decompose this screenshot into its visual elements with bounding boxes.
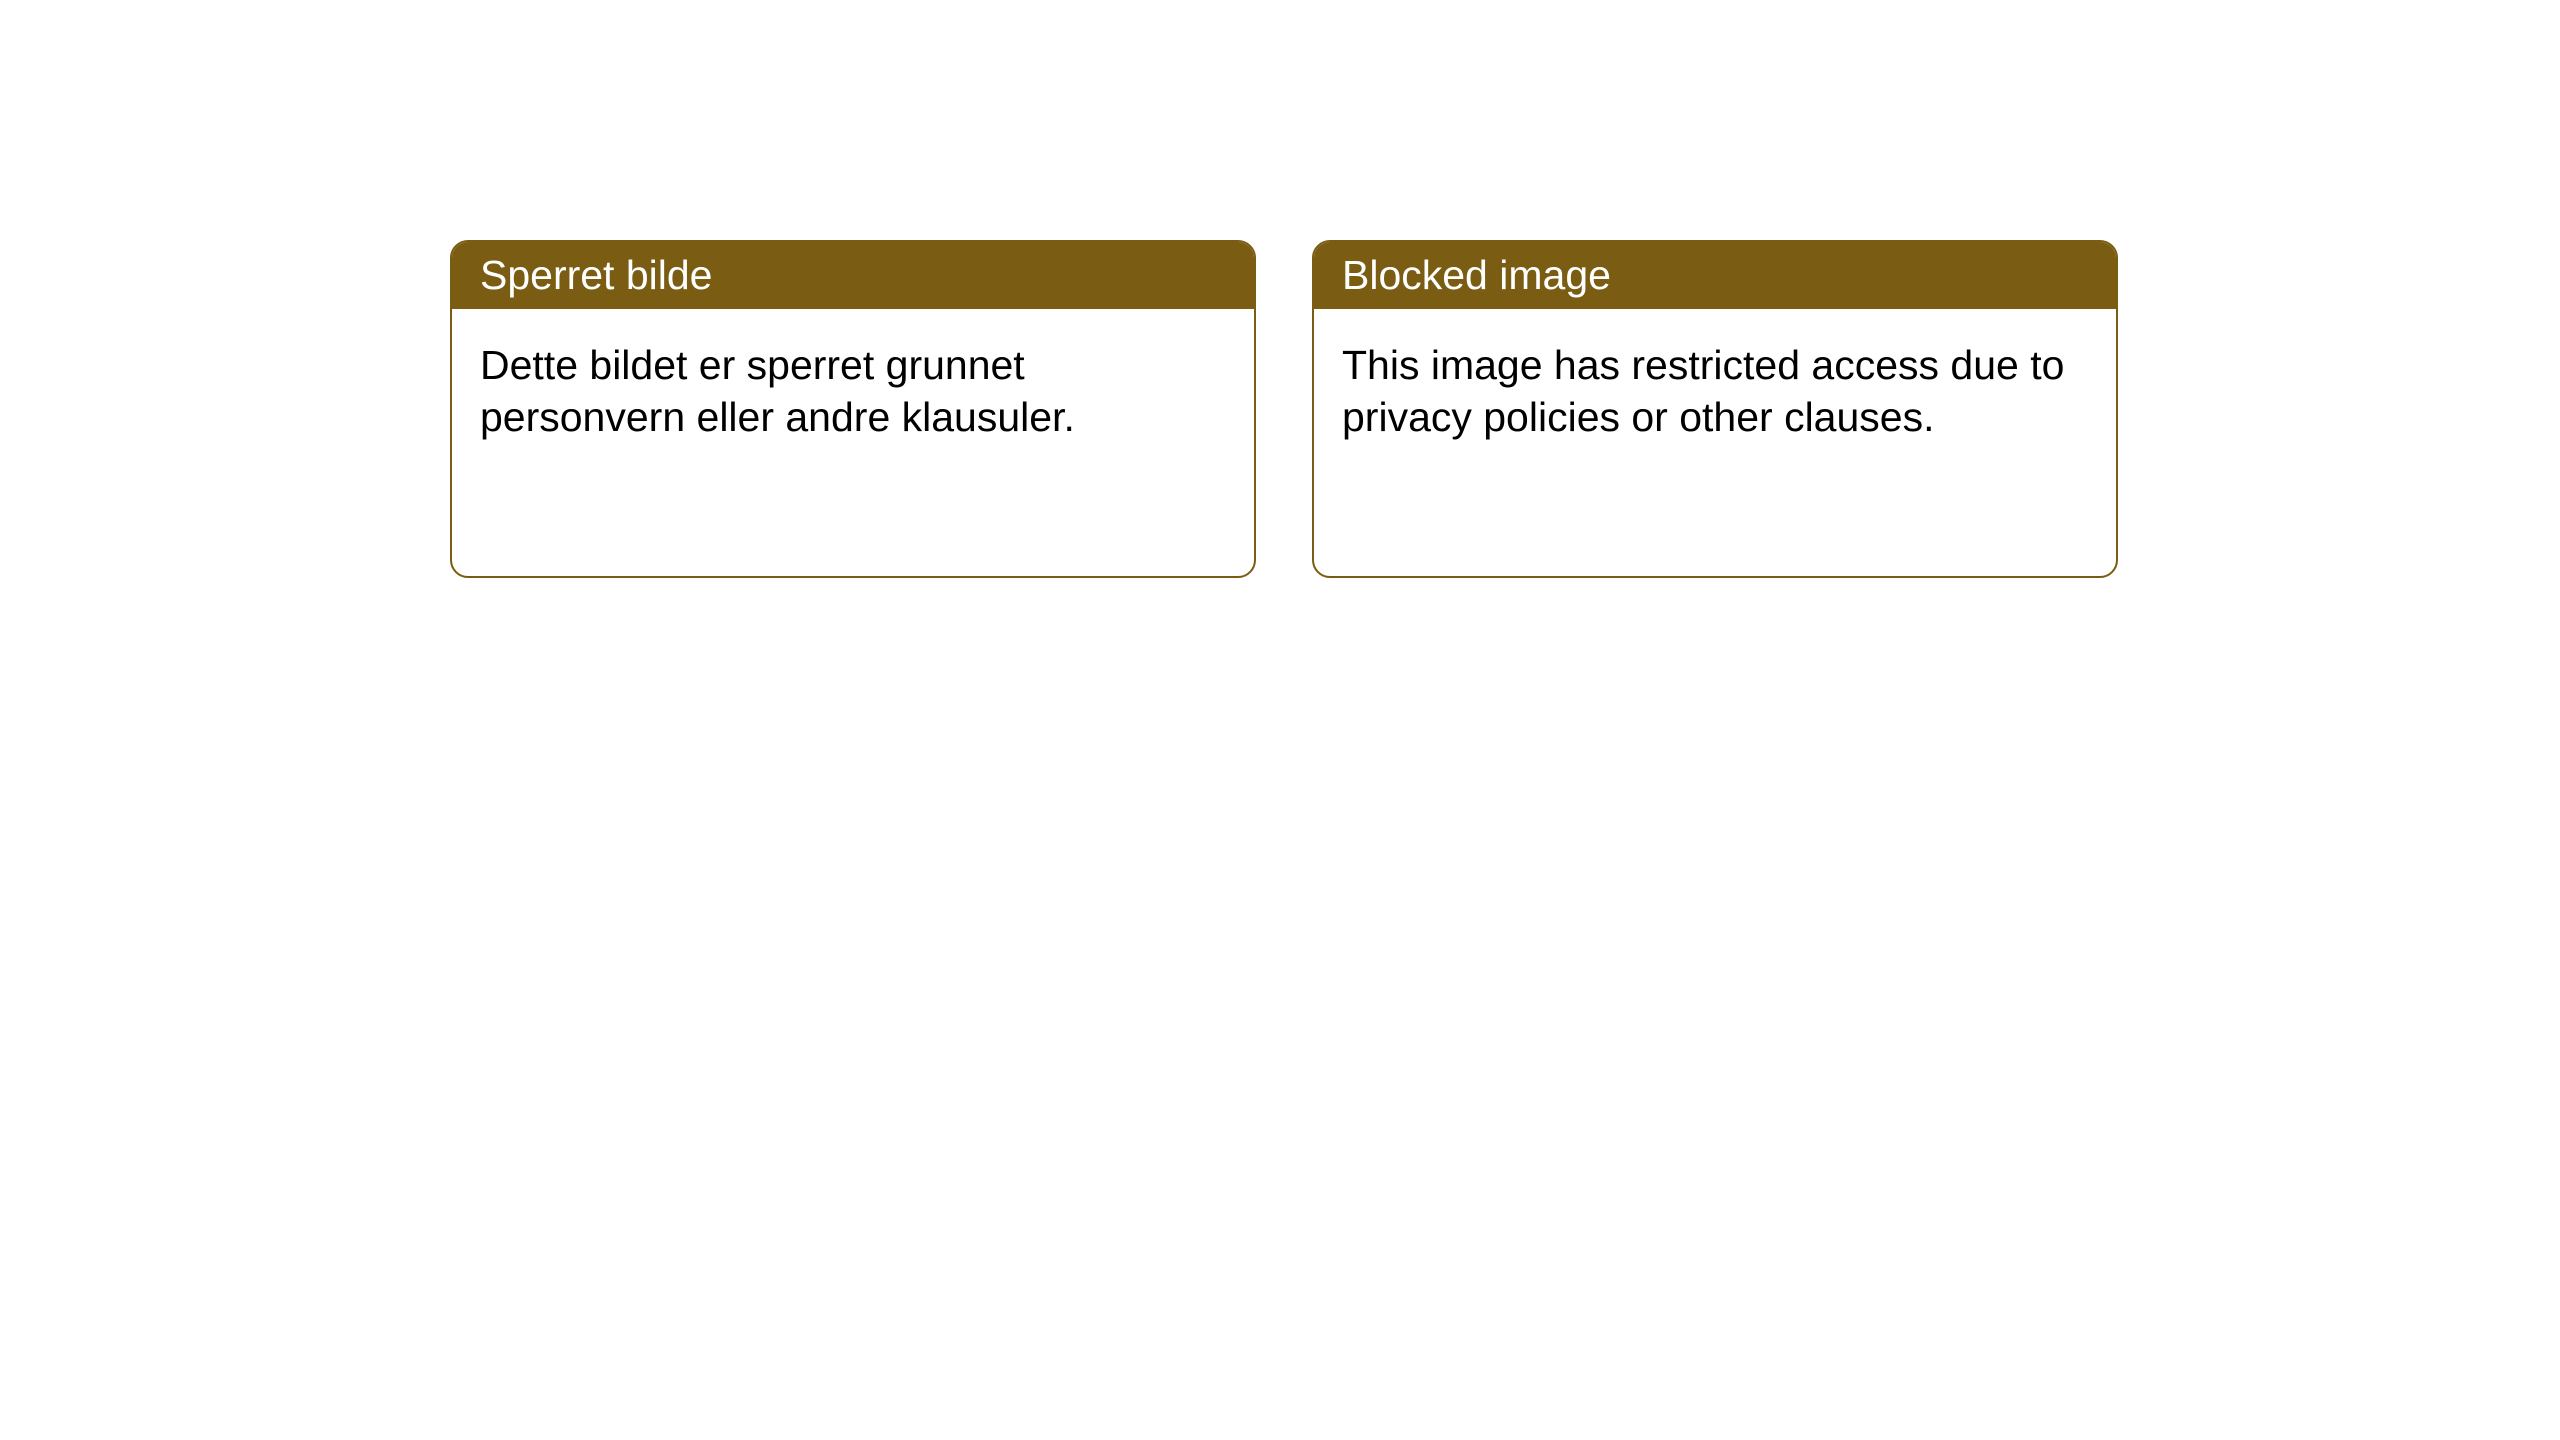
- card-header-english: Blocked image: [1314, 242, 2116, 309]
- info-cards-container: Sperret bilde Dette bildet er sperret gr…: [450, 240, 2118, 578]
- card-body-norwegian: Dette bildet er sperret grunnet personve…: [452, 309, 1254, 474]
- card-body-english: This image has restricted access due to …: [1314, 309, 2116, 474]
- info-card-english: Blocked image This image has restricted …: [1312, 240, 2118, 578]
- info-card-norwegian: Sperret bilde Dette bildet er sperret gr…: [450, 240, 1256, 578]
- card-header-norwegian: Sperret bilde: [452, 242, 1254, 309]
